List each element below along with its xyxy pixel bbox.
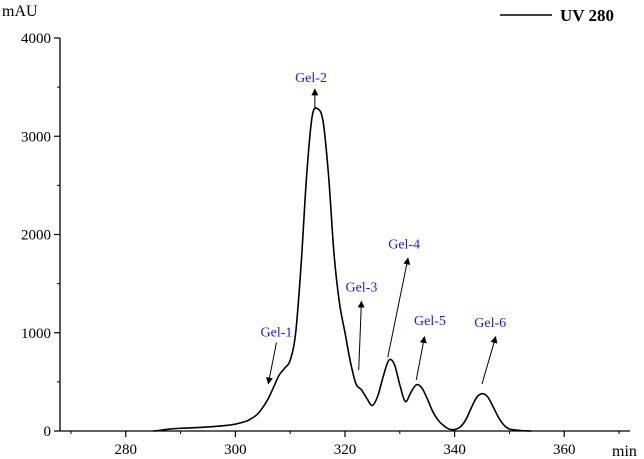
annotation-arrow-gel-5 [415, 335, 427, 381]
series-line-uv-280 [153, 107, 532, 432]
annotation-label-gel-3: Gel-3 [345, 280, 377, 295]
annotation-arrow-gel-1 [266, 342, 277, 385]
y-tick-label: 0 [44, 424, 52, 440]
annotation-arrow-gel-3 [357, 300, 365, 371]
legend: UV 280 [500, 6, 614, 25]
x-tick-label: 280 [115, 442, 138, 458]
tick-marks [54, 37, 620, 437]
series-layer [153, 107, 532, 432]
x-tick-label: 340 [443, 442, 466, 458]
y-tick-label: 4000 [21, 31, 51, 47]
annotation-label-gel-6: Gel-6 [474, 316, 506, 331]
annotation-label-gel-4: Gel-4 [388, 237, 420, 252]
tick-labels: 0 1000 2000 3000 4000 280 300 320 340 360 [21, 31, 575, 458]
x-tick-label: 300 [224, 442, 247, 458]
y-tick-label: 3000 [21, 129, 51, 145]
axes [59, 38, 630, 432]
y-tick-label: 2000 [21, 228, 51, 244]
x-axis-unit-label: min [612, 443, 637, 459]
legend-entry-uv-280: UV 280 [560, 6, 614, 25]
annotation-arrow-gel-6 [481, 336, 498, 384]
x-tick-label: 360 [553, 442, 576, 458]
annotation-label-gel-2: Gel-2 [295, 71, 327, 86]
annotation-arrow-gel-4 [387, 257, 411, 358]
x-tick-label: 320 [334, 442, 357, 458]
y-tick-label: 1000 [21, 326, 51, 342]
y-axis-unit-label: mAU [2, 3, 38, 20]
annotation-label-gel-5: Gel-5 [414, 314, 446, 329]
annotations: Gel-1 Gel-2 Gel-3 Gel-4 Gel-5 Gel-6 [261, 71, 506, 385]
annotation-label-gel-1: Gel-1 [261, 326, 293, 341]
